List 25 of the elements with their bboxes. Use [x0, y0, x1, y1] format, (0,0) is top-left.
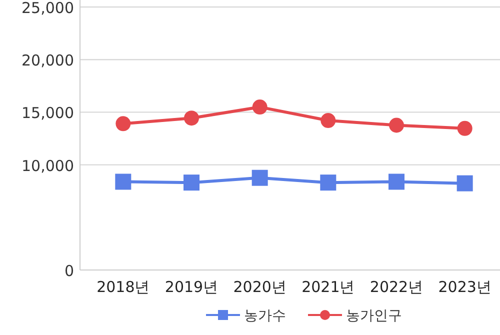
point: [115, 174, 132, 190]
point: [320, 174, 336, 191]
point: [457, 120, 472, 136]
point: [389, 118, 404, 133]
point: [184, 110, 199, 126]
x-tick-label: 2019년: [164, 278, 218, 296]
point: [252, 170, 268, 186]
legend-label: 농가수: [244, 308, 286, 324]
x-tick-label: 2020년: [233, 278, 286, 296]
x-tick-label: 2023년: [438, 278, 492, 296]
y-tick-label: 15,000: [22, 104, 74, 122]
x-tick-label: 2018년: [96, 278, 150, 296]
x-tick-label: 2021년: [302, 278, 355, 296]
legend-label: 농가인구: [346, 308, 402, 324]
point: [184, 174, 200, 191]
y-tick-label: 20,000: [22, 52, 74, 70]
y-tick-label: 25,000: [22, 0, 74, 17]
point: [320, 113, 336, 128]
y-tick-label: 0: [64, 262, 74, 280]
point: [388, 174, 404, 190]
x-tick-label: 2022년: [370, 278, 424, 296]
point: [456, 175, 473, 192]
point: [252, 100, 268, 115]
y-tick-label: 10,000: [22, 156, 74, 175]
point: [116, 116, 131, 132]
